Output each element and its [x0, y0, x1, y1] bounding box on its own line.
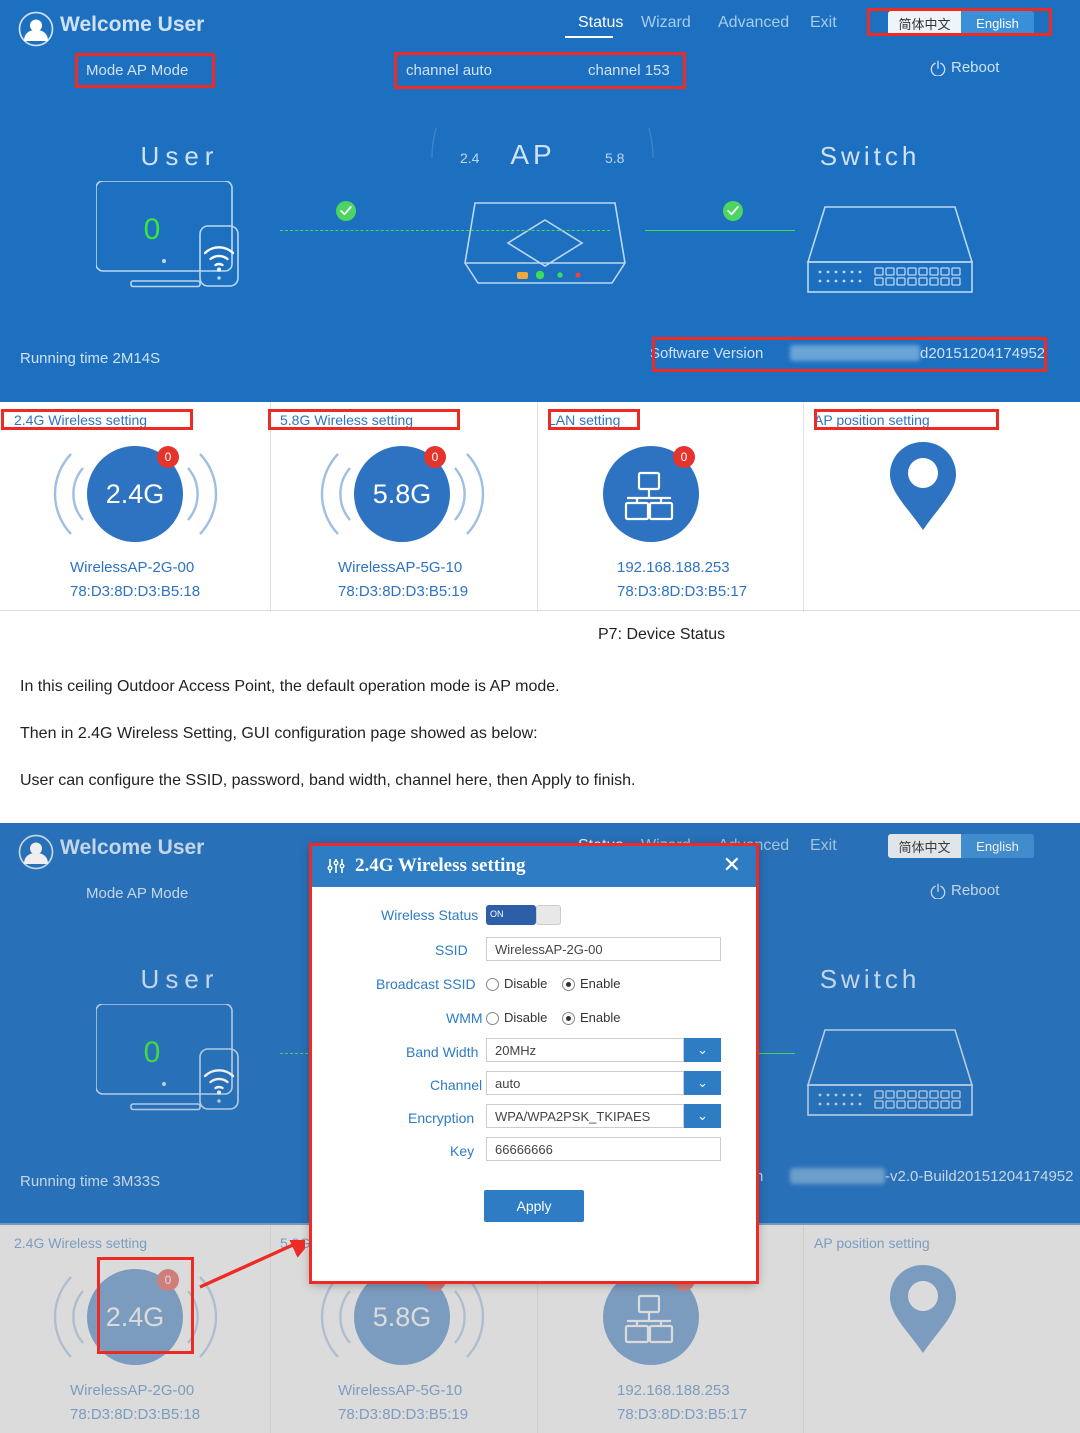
svg-text:0: 0 — [165, 450, 172, 464]
svg-text:0: 0 — [681, 450, 688, 464]
svg-text:0: 0 — [144, 213, 161, 246]
svg-text:5.8G: 5.8G — [373, 479, 432, 509]
svg-text:0: 0 — [432, 450, 439, 464]
svg-text:2.4G: 2.4G — [106, 479, 165, 509]
